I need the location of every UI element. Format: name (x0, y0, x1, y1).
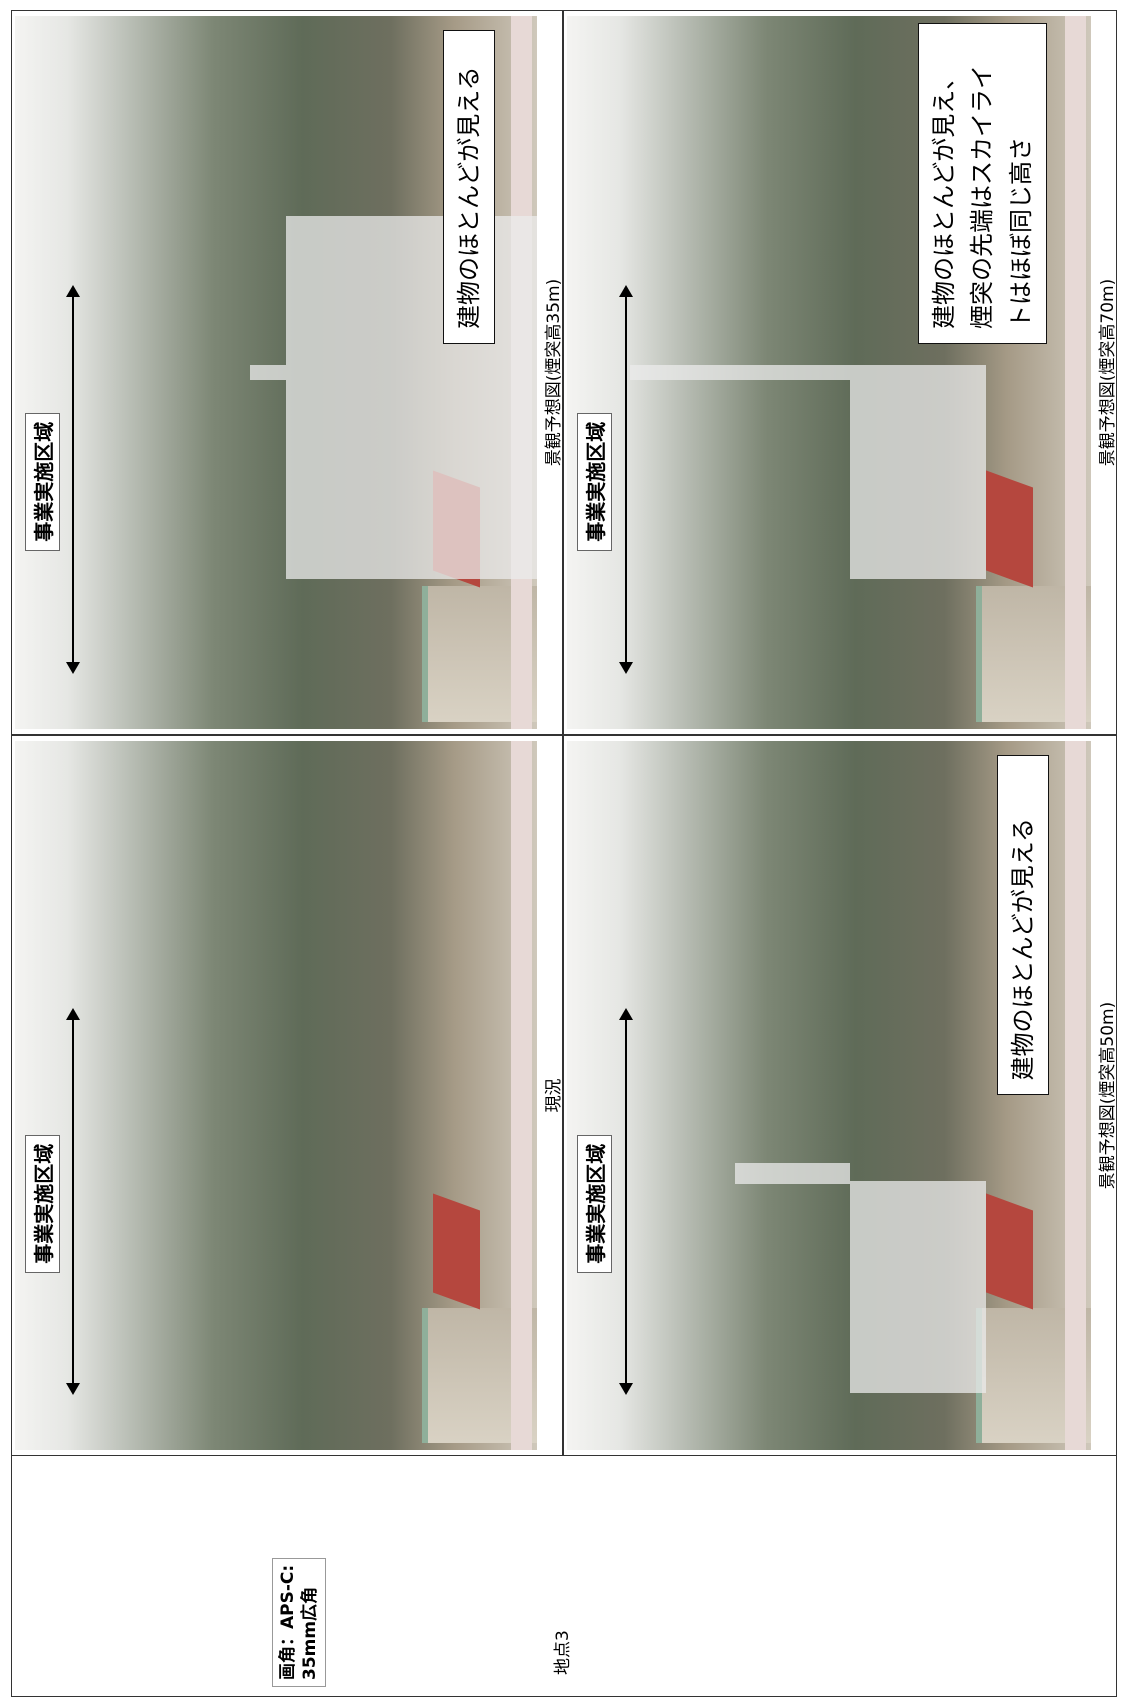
railing (1064, 741, 1086, 1450)
note-box: 建物のほとんどが見える (443, 30, 496, 344)
caption: 景観予想図(煙突高50m) (1098, 1001, 1118, 1190)
angle-box: 画角：APS-C: 35mm広角 (272, 1557, 327, 1687)
point-label: 地点3 (553, 1630, 573, 1675)
caption: 景観予想図(煙突高70m) (1098, 278, 1118, 467)
roof (986, 470, 1034, 588)
note-line: 建物のほとんどが見え、 (930, 65, 959, 329)
chimney (249, 365, 287, 380)
caption: 現況 (544, 1078, 564, 1113)
area-label: 事業実施区域 (25, 412, 61, 551)
area-label: 事業実施区域 (577, 412, 613, 551)
railing (1064, 16, 1086, 729)
chimney (734, 1162, 850, 1185)
roof (986, 1193, 1034, 1310)
roof (432, 1193, 480, 1310)
building (286, 215, 537, 580)
chimney (629, 365, 850, 380)
area-label: 事業実施区域 (25, 1134, 61, 1273)
area-arrow (624, 286, 627, 672)
caption: 景観予想図(煙突高35m) (544, 278, 564, 467)
photo: 事業実施区域 (15, 741, 537, 1450)
photo: 事業実施区域 建物のほとんどが見える (567, 741, 1091, 1450)
note-box: 建物のほとんどが見え、 煙突の先端はスカイライ トはほぼ同じ高さ (918, 23, 1048, 344)
note-line: トはほぼ同じ高さ (1006, 136, 1035, 329)
area-label: 事業実施区域 (577, 1134, 613, 1273)
angle-line: 35mm広角 (300, 1586, 321, 1680)
area-arrow (624, 1010, 627, 1394)
building (849, 1180, 987, 1394)
note-line: 建物のほとんどが見える (455, 66, 484, 329)
area-arrow (72, 286, 75, 672)
note-line: 建物のほとんどが見える (1008, 817, 1037, 1081)
railing (510, 741, 532, 1450)
building (849, 365, 987, 580)
photo: 事業実施区域 建物のほとんどが見える (15, 16, 537, 729)
note-box: 建物のほとんどが見える (996, 755, 1050, 1096)
area-arrow (72, 1010, 75, 1394)
photo: 事業実施区域 建物のほとんどが見え、 煙突の先端はスカイライ トはほぼ同じ高さ (567, 16, 1091, 729)
note-line: 煙突の先端はスカイライ (968, 64, 997, 329)
angle-line: 画角：APS-C: (278, 1564, 298, 1680)
